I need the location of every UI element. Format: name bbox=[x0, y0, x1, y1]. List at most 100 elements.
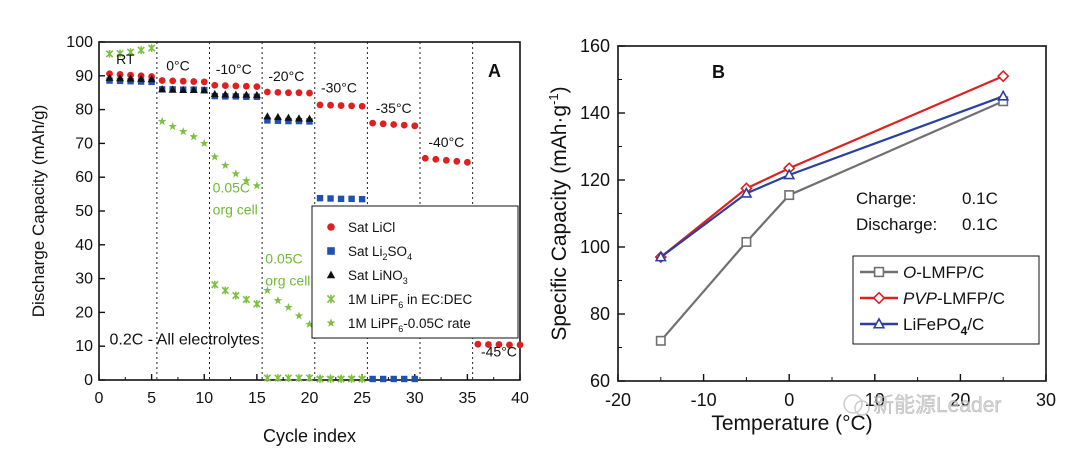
data-point-a bbox=[242, 176, 251, 185]
x-tick-label-b: -20 bbox=[605, 390, 631, 410]
data-point-a bbox=[253, 83, 261, 91]
data-point-a bbox=[252, 90, 261, 99]
data-point-a bbox=[264, 117, 271, 124]
data-point-a bbox=[253, 300, 261, 308]
data-point-a bbox=[305, 114, 314, 122]
data-point-b bbox=[741, 236, 752, 247]
y-tick-label-b: 160 bbox=[580, 36, 610, 56]
y-tick-label-b: 120 bbox=[580, 170, 610, 190]
x-tick-label-a: 5 bbox=[147, 390, 156, 407]
series-a-sat-lino3 bbox=[105, 73, 314, 122]
legend-marker-a bbox=[327, 223, 335, 231]
data-point-a bbox=[379, 120, 387, 128]
temperature-label: -10°C bbox=[216, 61, 252, 77]
legend-a: Sat LiCl Sat Li2SO4 Sat LiNO3 1M LiPF6 in E… bbox=[311, 205, 519, 339]
data-point-a bbox=[264, 88, 271, 96]
legend-marker-a bbox=[326, 294, 336, 304]
condition-label: Discharge: bbox=[856, 215, 937, 234]
data-point-a bbox=[305, 319, 314, 328]
legend-marker-b bbox=[872, 291, 886, 305]
org-cell-annotation: org cell bbox=[265, 272, 310, 288]
x-tick-label-b: 10 bbox=[865, 390, 885, 410]
data-point-a bbox=[232, 82, 240, 90]
series-line-b bbox=[660, 75, 1004, 258]
y-tick-label-a: 50 bbox=[75, 203, 93, 220]
temperature-label: RT bbox=[116, 51, 135, 67]
data-point-a bbox=[116, 49, 124, 58]
temperature-label: -20°C bbox=[268, 68, 304, 84]
data-point-a bbox=[294, 311, 304, 320]
data-point-a bbox=[506, 341, 513, 349]
data-point-a bbox=[105, 73, 114, 81]
temperature-label: -35°C bbox=[376, 100, 412, 116]
data-point-a bbox=[337, 195, 345, 203]
org-cell-annotation: 0.05C bbox=[265, 250, 302, 266]
data-point-b bbox=[784, 190, 795, 201]
x-axis-label-a: Cycle index bbox=[263, 426, 356, 446]
data-point-a bbox=[137, 46, 145, 54]
series-b-lifepo4-c bbox=[654, 89, 1010, 262]
y-tick-label-a: 100 bbox=[66, 34, 93, 51]
data-point-a bbox=[116, 74, 125, 82]
x-tick-label-a: 15 bbox=[248, 390, 266, 407]
x-tick-label-b: 0 bbox=[784, 390, 794, 410]
org-cell-annotation: org cell bbox=[213, 201, 258, 217]
data-point-b bbox=[740, 186, 753, 198]
data-point-a bbox=[210, 89, 219, 98]
data-point-b bbox=[655, 335, 666, 346]
condition-value: 0.1C bbox=[962, 189, 998, 208]
data-point-a bbox=[336, 373, 346, 382]
data-point-a bbox=[463, 158, 471, 166]
data-point-a bbox=[316, 101, 324, 109]
data-point-a bbox=[189, 132, 198, 141]
data-point-a bbox=[284, 302, 293, 311]
legend-label-a: Sat Li2SO4 bbox=[348, 244, 412, 262]
data-point-a bbox=[485, 341, 492, 348]
data-point-a bbox=[221, 286, 230, 295]
legend-marker-b bbox=[872, 317, 886, 329]
data-point-a bbox=[348, 195, 355, 203]
x-tick-label-a: 20 bbox=[301, 390, 319, 407]
y-tick-label-b: 60 bbox=[590, 371, 610, 391]
data-point-a bbox=[495, 341, 503, 348]
data-point-a bbox=[273, 296, 283, 305]
data-point-a bbox=[189, 85, 198, 94]
data-point-a bbox=[147, 44, 156, 52]
x-axis-label-b: Temperature (°C) bbox=[711, 412, 872, 435]
data-point-a bbox=[158, 77, 166, 84]
data-point-a bbox=[199, 138, 209, 148]
data-point-a bbox=[327, 101, 334, 109]
data-point-a bbox=[200, 78, 208, 86]
legend-label-a: Sat LiCl bbox=[348, 220, 395, 235]
data-point-a bbox=[327, 195, 334, 202]
data-point-a bbox=[242, 90, 251, 98]
data-point-a bbox=[390, 121, 398, 128]
data-point-a bbox=[105, 49, 114, 58]
data-point-a bbox=[411, 375, 418, 383]
data-point-a bbox=[274, 88, 282, 96]
legend-label-b: O-LMFP/C bbox=[903, 263, 984, 282]
data-point-a bbox=[274, 374, 282, 382]
legend-label-a: 1M LiPF6 in EC:DEC bbox=[348, 292, 473, 310]
data-point-b bbox=[997, 89, 1010, 101]
data-point-a bbox=[263, 374, 272, 382]
condition-label: Charge: bbox=[856, 189, 916, 208]
y-tick-label-a: 0 bbox=[84, 372, 93, 389]
data-point-a bbox=[305, 374, 314, 382]
legend-label-a: 1M LiPF6-0.05C rate bbox=[348, 316, 471, 334]
x-tick-label-a: 40 bbox=[511, 390, 529, 407]
legend-marker-a bbox=[327, 247, 335, 255]
data-point-a bbox=[369, 119, 377, 127]
legend-marker-b bbox=[873, 266, 885, 278]
data-point-a bbox=[137, 74, 146, 82]
data-point-a bbox=[221, 160, 230, 170]
data-point-a bbox=[179, 85, 188, 94]
data-point-a bbox=[179, 77, 187, 85]
panel-label-a: A bbox=[488, 61, 501, 81]
y-tick-label-b: 140 bbox=[580, 103, 610, 123]
temperature-label: -40°C bbox=[428, 134, 464, 150]
temperature-label: -45°C bbox=[481, 343, 517, 359]
watermark-text: 新能源Leader bbox=[873, 394, 1001, 417]
